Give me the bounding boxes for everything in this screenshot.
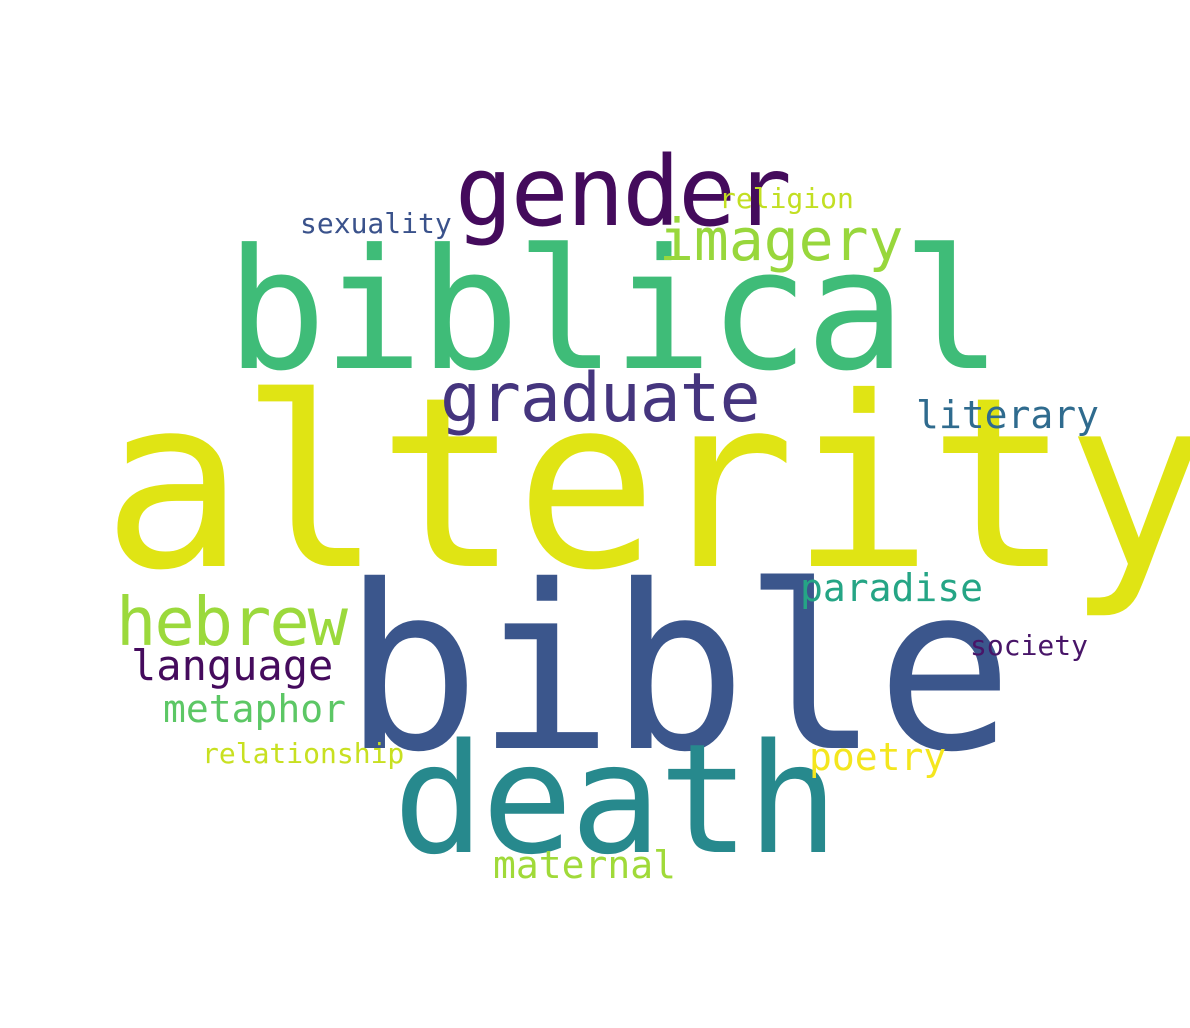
word-bible: bible [343, 536, 1013, 802]
word-biblical: biblical [226, 214, 1002, 408]
word-paradise: paradise [800, 566, 984, 610]
word-metaphor: metaphor [163, 687, 347, 731]
word-language: language [131, 641, 334, 690]
word-hebrew: hebrew [116, 583, 348, 661]
word-maternal: maternal [493, 843, 677, 887]
word-relationship: relationship [202, 737, 405, 770]
word-sexuality: sexuality [300, 207, 452, 240]
word-death: death [393, 711, 839, 888]
word-religion: religion [719, 182, 854, 215]
word-society: society [970, 629, 1089, 662]
word-alterity: alterity [102, 346, 1190, 622]
word-gender: gender [455, 136, 792, 248]
word-poetry: poetry [809, 735, 947, 779]
word-graduate: graduate [440, 359, 761, 438]
word-imagery: imagery [659, 206, 904, 274]
word-literary: literary [916, 393, 1100, 437]
